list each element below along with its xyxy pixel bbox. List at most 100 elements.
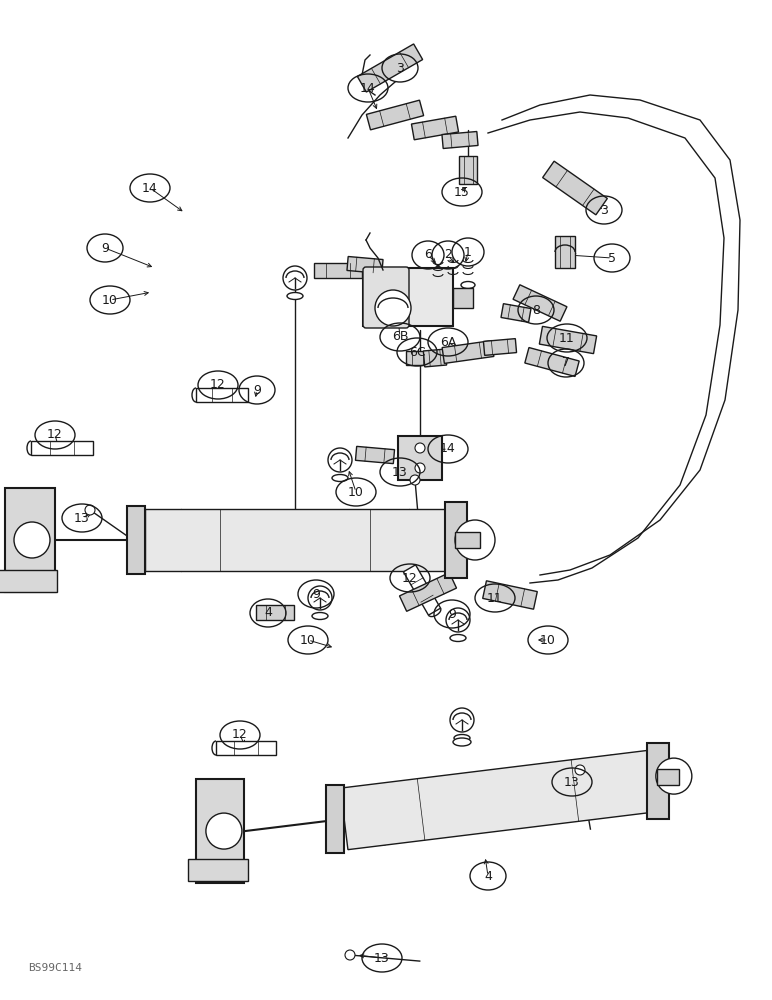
Text: 11: 11 <box>487 591 503 604</box>
FancyBboxPatch shape <box>188 859 248 881</box>
Text: 9: 9 <box>101 241 109 254</box>
FancyBboxPatch shape <box>326 785 344 853</box>
Text: 7: 7 <box>562 357 570 369</box>
Bar <box>540 326 597 354</box>
Bar <box>442 341 494 363</box>
Circle shape <box>455 520 495 560</box>
Text: 14: 14 <box>440 442 456 456</box>
Circle shape <box>375 290 411 326</box>
Bar <box>482 581 537 609</box>
Bar <box>314 262 362 277</box>
Bar <box>340 750 655 850</box>
Bar <box>367 100 424 130</box>
FancyBboxPatch shape <box>398 436 442 480</box>
Text: 4: 4 <box>484 869 492 882</box>
Text: 15: 15 <box>454 186 470 198</box>
Bar <box>423 349 447 367</box>
Circle shape <box>415 443 425 453</box>
Bar <box>399 573 456 611</box>
Circle shape <box>410 475 420 485</box>
Bar <box>347 257 383 273</box>
Bar <box>525 348 579 376</box>
Ellipse shape <box>450 635 466 642</box>
Bar <box>543 161 608 215</box>
Bar <box>513 285 567 321</box>
Text: 9: 9 <box>312 587 320 600</box>
Ellipse shape <box>332 475 348 482</box>
FancyBboxPatch shape <box>5 488 55 592</box>
FancyBboxPatch shape <box>127 506 145 574</box>
Text: 13: 13 <box>74 512 90 524</box>
Circle shape <box>450 708 474 732</box>
Bar <box>411 116 459 140</box>
Ellipse shape <box>454 734 470 742</box>
Ellipse shape <box>287 292 303 300</box>
Text: 14: 14 <box>360 82 376 95</box>
Bar <box>453 288 473 308</box>
Text: 6C: 6C <box>408 346 425 359</box>
Circle shape <box>206 813 242 849</box>
Bar <box>483 339 516 355</box>
Text: 4: 4 <box>264 606 272 619</box>
Text: 12: 12 <box>232 728 248 742</box>
Bar <box>355 446 394 464</box>
Text: 1: 1 <box>464 245 472 258</box>
FancyBboxPatch shape <box>196 779 244 883</box>
Bar <box>357 44 422 92</box>
Polygon shape <box>31 441 93 455</box>
Ellipse shape <box>312 612 328 619</box>
Circle shape <box>656 758 692 794</box>
FancyBboxPatch shape <box>647 743 669 819</box>
Text: 11: 11 <box>559 332 575 344</box>
Ellipse shape <box>453 738 471 746</box>
Circle shape <box>446 608 470 632</box>
Text: 10: 10 <box>348 486 364 498</box>
Ellipse shape <box>461 282 475 288</box>
Bar <box>501 304 531 322</box>
FancyBboxPatch shape <box>445 502 467 578</box>
Circle shape <box>14 522 50 558</box>
Circle shape <box>308 586 332 610</box>
Text: 12: 12 <box>402 572 418 584</box>
Text: 13: 13 <box>374 952 390 964</box>
Text: 8: 8 <box>532 304 540 316</box>
Circle shape <box>85 505 95 515</box>
Circle shape <box>283 266 307 290</box>
FancyBboxPatch shape <box>363 267 409 328</box>
Bar <box>256 604 294 619</box>
Circle shape <box>575 765 585 775</box>
Text: 3: 3 <box>396 62 404 75</box>
Circle shape <box>415 463 425 473</box>
Text: 6B: 6B <box>391 330 408 344</box>
Text: 6A: 6A <box>440 336 456 349</box>
Text: 12: 12 <box>210 378 226 391</box>
Text: 5: 5 <box>608 251 616 264</box>
Text: 13: 13 <box>564 776 580 788</box>
Circle shape <box>345 950 355 960</box>
Bar <box>406 351 428 365</box>
FancyBboxPatch shape <box>0 570 57 592</box>
FancyBboxPatch shape <box>455 532 480 548</box>
Polygon shape <box>216 741 276 755</box>
Polygon shape <box>404 565 441 615</box>
Circle shape <box>328 448 352 472</box>
Text: 3: 3 <box>600 204 608 217</box>
Text: 13: 13 <box>392 466 408 479</box>
Text: 14: 14 <box>142 182 158 194</box>
Polygon shape <box>196 388 248 402</box>
FancyBboxPatch shape <box>657 769 679 785</box>
Text: BS99C114: BS99C114 <box>28 963 82 973</box>
FancyBboxPatch shape <box>363 268 453 326</box>
Text: 10: 10 <box>300 634 316 647</box>
Text: 9: 9 <box>253 383 261 396</box>
Bar <box>145 509 445 571</box>
Text: 2: 2 <box>444 248 452 261</box>
Text: 10: 10 <box>102 294 118 306</box>
Text: 10: 10 <box>540 634 556 647</box>
Bar <box>555 236 575 268</box>
Text: 6: 6 <box>424 248 432 261</box>
Text: 12: 12 <box>47 428 63 442</box>
Text: 9: 9 <box>448 607 456 620</box>
Bar <box>459 156 477 184</box>
Bar <box>442 132 478 148</box>
